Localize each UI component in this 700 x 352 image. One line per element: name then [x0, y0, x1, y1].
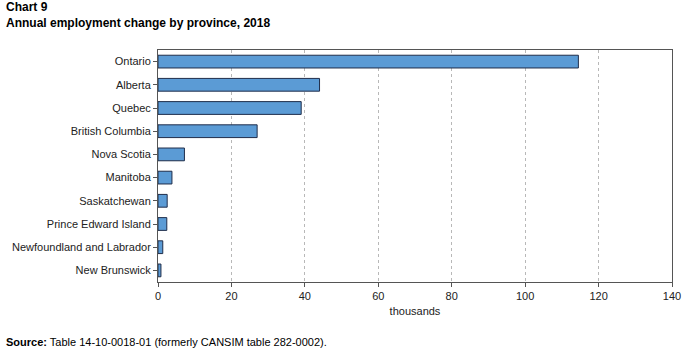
svg-text:Alberta: Alberta: [116, 79, 152, 91]
svg-text:British Columbia: British Columbia: [71, 125, 152, 137]
svg-text:Quebec: Quebec: [112, 102, 151, 114]
svg-text:thousands: thousands: [390, 305, 441, 317]
svg-text:Saskatchewan: Saskatchewan: [79, 195, 151, 207]
svg-text:140: 140: [663, 290, 681, 302]
svg-text:20: 20: [225, 290, 237, 302]
svg-text:Newfoundland and Labrador: Newfoundland and Labrador: [12, 241, 151, 253]
svg-text:120: 120: [589, 290, 607, 302]
svg-text:Nova Scotia: Nova Scotia: [91, 148, 151, 160]
svg-text:40: 40: [299, 290, 311, 302]
svg-text:0: 0: [155, 290, 161, 302]
svg-text:100: 100: [516, 290, 534, 302]
svg-text:60: 60: [372, 290, 384, 302]
svg-text:Annual employment change by pr: Annual employment change by province, 20…: [6, 16, 270, 30]
svg-text:Chart 9: Chart 9: [6, 0, 48, 14]
svg-text:Source: Table 14-10-0018-01 (f: Source: Table 14-10-0018-01 (formerly CA…: [6, 336, 327, 348]
svg-text:Manitoba: Manitoba: [106, 171, 152, 183]
svg-text:80: 80: [446, 290, 458, 302]
svg-text:New Brunswick: New Brunswick: [76, 264, 152, 276]
svg-text:Ontario: Ontario: [115, 55, 151, 67]
svg-text:Prince Edward Island: Prince Edward Island: [47, 218, 151, 230]
